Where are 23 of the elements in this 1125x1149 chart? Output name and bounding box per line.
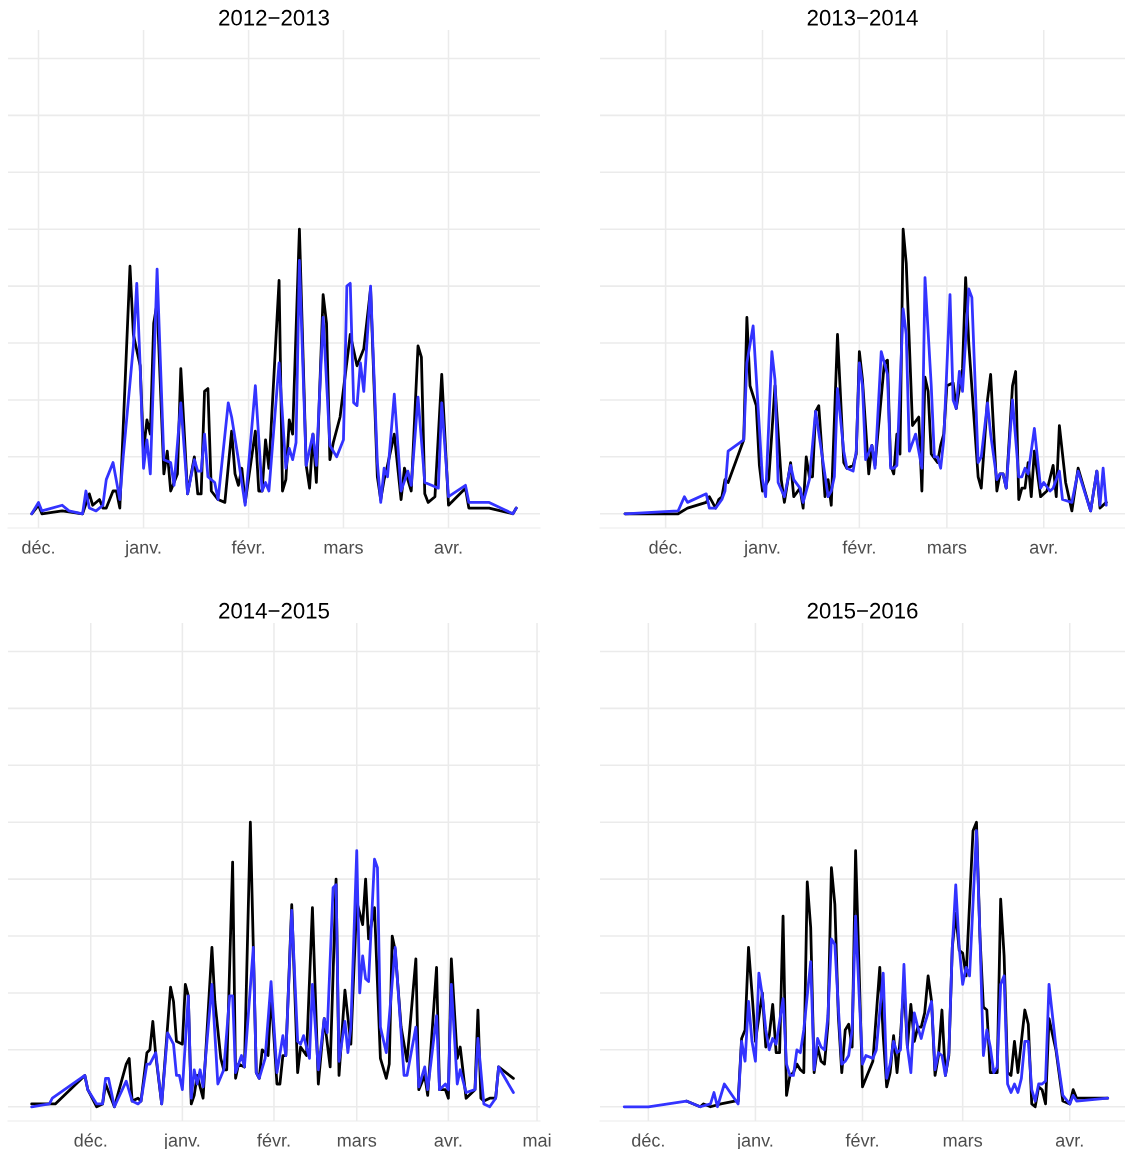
x-tick-label: févr. (257, 1133, 290, 1147)
x-tick-label: avr. (1029, 543, 1057, 554)
x-tick-label: févr. (842, 540, 875, 554)
x-tick-label: avr. (434, 543, 462, 554)
x-tick-label: mars (928, 543, 967, 554)
x-tick-label: déc. (649, 540, 682, 554)
chart-title: 2015−2016 (807, 602, 918, 619)
x-tick-label: avr. (1055, 1136, 1083, 1147)
x-tick-label: déc. (22, 540, 54, 554)
chart-title: 2012−2013 (219, 9, 329, 26)
x-tick-label: févr. (231, 540, 264, 554)
x-tick-label: déc. (74, 1133, 107, 1147)
x-tick-label: janv. (124, 540, 161, 558)
chart-title: 2014−2015 (219, 602, 329, 619)
x-tick-label: mars (943, 1136, 983, 1147)
x-tick-label: janv. (743, 540, 780, 558)
x-tick-label: mars (324, 543, 363, 554)
x-tick-label: mai (523, 1133, 551, 1147)
chart-title: 2013−2014 (807, 9, 918, 26)
x-tick-label: avr. (434, 1136, 462, 1147)
x-tick-label: mars (337, 1136, 377, 1147)
x-tick-label: déc. (632, 1133, 664, 1147)
x-tick-label: févr. (845, 1133, 878, 1147)
